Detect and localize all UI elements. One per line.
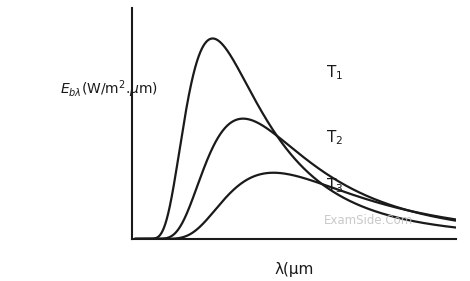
Text: ExamSide.Com: ExamSide.Com xyxy=(324,214,413,227)
Text: T$_1$: T$_1$ xyxy=(326,64,344,82)
Text: T$_3$: T$_3$ xyxy=(326,176,344,195)
Text: $E_{b\lambda}$(W/m$^2$.$\mu$m): $E_{b\lambda}$(W/m$^2$.$\mu$m) xyxy=(60,78,158,100)
Text: T$_2$: T$_2$ xyxy=(326,128,343,147)
Text: λ(μm: λ(μm xyxy=(274,262,313,277)
